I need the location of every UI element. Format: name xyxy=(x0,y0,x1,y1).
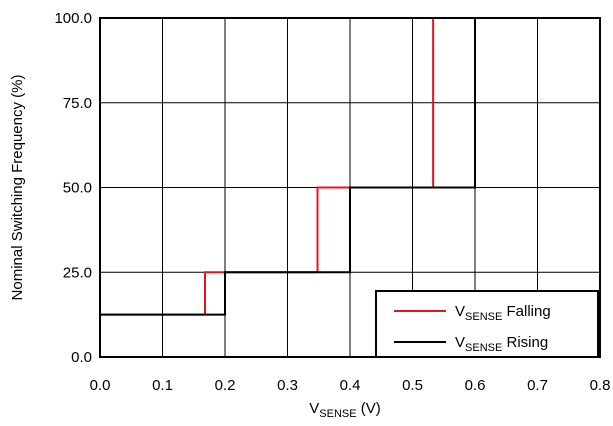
y-axis-title: Nominal Switching Frequency (%) xyxy=(9,75,26,301)
legend: VSENSE Falling VSENSE Rising xyxy=(375,290,599,358)
series-layer xyxy=(100,17,600,316)
x-axis-title-main: V xyxy=(309,400,319,417)
y-tick-label: 75.0 xyxy=(63,95,92,112)
series-line-rising xyxy=(100,17,600,316)
legend-label-falling-suffix: Falling xyxy=(502,303,550,320)
legend-label-rising-main: V xyxy=(455,334,465,351)
x-tick-label: 0.6 xyxy=(465,377,486,394)
x-tick-label: 0.1 xyxy=(152,377,173,394)
plot-frame xyxy=(99,17,601,358)
x-tick-label: 0.7 xyxy=(527,377,548,394)
x-tick-label: 0.2 xyxy=(215,377,236,394)
y-tick-label: 25.0 xyxy=(63,264,92,281)
x-tick-label: 0.0 xyxy=(90,377,111,394)
x-tick-label: 0.5 xyxy=(402,377,423,394)
legend-box xyxy=(375,290,599,358)
legend-label-falling-main: V xyxy=(455,303,465,320)
y-tick-label: 0.0 xyxy=(71,349,92,366)
x-axis-title: VSENSE (V) xyxy=(309,400,380,420)
y-tick-label: 50.0 xyxy=(63,180,92,197)
legend-label-rising: VSENSE Rising xyxy=(455,334,548,354)
x-axis-title-subscript: SENSE xyxy=(319,408,356,420)
x-tick-label: 0.3 xyxy=(277,377,298,394)
legend-label-falling: VSENSE Falling xyxy=(455,303,551,323)
x-tick-label: 0.4 xyxy=(340,377,361,394)
legend-label-falling-subscript: SENSE xyxy=(465,311,502,323)
tick-layer: 0.0 0.1 0.2 0.3 0.4 0.5 0.6 0.7 0.8 0.0 25.0 50.0 75… xyxy=(54,10,610,394)
legend-label-rising-suffix: Rising xyxy=(502,334,548,351)
x-tick-label: 0.8 xyxy=(590,377,611,394)
y-tick-label: 100.0 xyxy=(54,10,92,27)
series-line-falling xyxy=(100,17,600,316)
x-axis-title-unit: (V) xyxy=(357,400,381,417)
legend-label-rising-subscript: SENSE xyxy=(465,342,502,354)
